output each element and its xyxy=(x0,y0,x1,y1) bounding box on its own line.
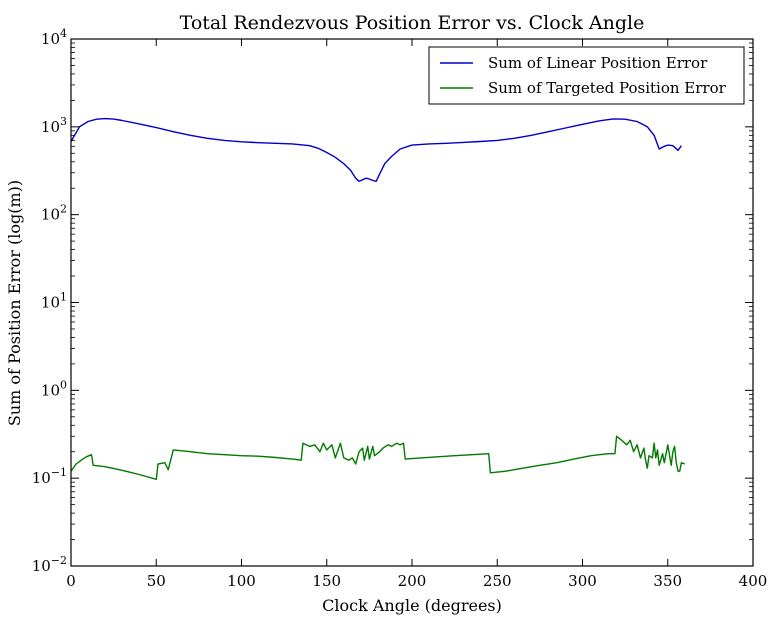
x-tick-label: 300 xyxy=(568,572,597,590)
legend-label-targeted: Sum of Targeted Position Error xyxy=(488,79,727,97)
y-tick-label: 101 xyxy=(41,291,67,312)
series-layer xyxy=(70,117,686,480)
x-tick-label: 50 xyxy=(147,572,166,590)
series-line-targeted xyxy=(70,435,686,480)
x-tick-label: 150 xyxy=(312,572,341,590)
legend-label-linear: Sum of Linear Position Error xyxy=(488,54,708,72)
x-axis: 0 50 100 150 200 250 300 350 400 xyxy=(66,39,767,590)
y-tick-label: 10−2 xyxy=(32,554,67,575)
y-axis: 10−2 10−1 100 101 102 103 104 xyxy=(32,27,753,575)
series-line-linear xyxy=(70,117,682,182)
x-axis-label: Clock Angle (degrees) xyxy=(322,596,502,615)
legend: Sum of Linear Position Error Sum of Targ… xyxy=(428,46,745,105)
x-tick-label: 100 xyxy=(227,572,256,590)
y-axis-label: Sum of Position Error (log(m)) xyxy=(5,180,24,426)
y-tick-label: 100 xyxy=(41,378,67,399)
x-tick-label: 200 xyxy=(398,572,427,590)
chart-title: Total Rendezvous Position Error vs. Cloc… xyxy=(180,12,645,34)
plot-frame xyxy=(70,38,754,567)
legend-box xyxy=(428,46,745,105)
y-tick-label: 103 xyxy=(41,115,67,136)
x-tick-label: 0 xyxy=(66,572,76,590)
x-tick-label: 400 xyxy=(739,572,768,590)
x-tick-label: 250 xyxy=(483,572,512,590)
y-tick-label: 102 xyxy=(41,203,67,224)
y-tick-label: 10−1 xyxy=(32,466,67,487)
x-tick-label: 350 xyxy=(653,572,682,590)
y-tick-label: 104 xyxy=(41,27,67,48)
